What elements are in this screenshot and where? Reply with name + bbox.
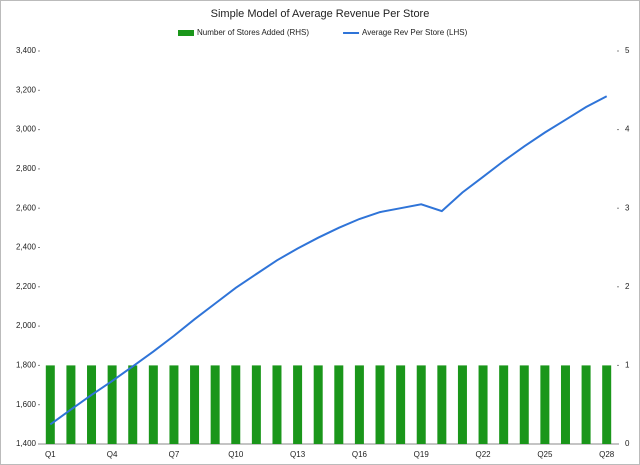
x-tick-label: Q22 [475, 450, 491, 459]
bar [499, 365, 509, 444]
y-tick-label: 2,000 [16, 321, 37, 330]
y-tick-label: 2,200 [16, 282, 37, 291]
x-tick-label: Q10 [228, 450, 244, 459]
bar [107, 365, 117, 444]
y2-tick-label: 1 [625, 361, 630, 370]
y-tick-label: 1,600 [16, 400, 37, 409]
y-tick-label: 2,600 [16, 203, 37, 212]
bar [540, 365, 550, 444]
bar [375, 365, 385, 444]
bar [581, 365, 591, 444]
y-tick-label: 2,800 [16, 164, 37, 173]
x-tick-label: Q16 [352, 450, 368, 459]
bar [272, 365, 282, 444]
bar [128, 365, 138, 444]
bar [354, 365, 364, 444]
y-tick-label: 2,400 [16, 243, 37, 252]
x-tick-label: Q4 [107, 450, 118, 459]
bar [560, 365, 570, 444]
bar [148, 365, 158, 444]
chart-title: Simple Model of Average Revenue Per Stor… [211, 8, 430, 20]
line [49, 95, 608, 426]
bar [416, 365, 426, 444]
y2-tick-label: 0 [625, 439, 630, 448]
bar [457, 365, 467, 444]
bar [478, 365, 488, 444]
x-tick-label: Q25 [537, 450, 553, 459]
y-tick-label: 3,200 [16, 85, 37, 94]
bar [437, 365, 447, 444]
bar [210, 365, 220, 444]
y2-tick-label: 5 [625, 46, 630, 55]
bar [313, 365, 323, 444]
bar [169, 365, 179, 444]
y2-tick-label: 4 [625, 125, 630, 134]
bar [519, 365, 529, 444]
y-tick-label: 3,000 [16, 125, 37, 134]
bar [334, 365, 344, 444]
bar [396, 365, 406, 444]
bar [251, 365, 261, 444]
y2-tick-label: 2 [625, 282, 630, 291]
bar [87, 365, 97, 444]
bar [66, 365, 76, 444]
x-tick-label: Q28 [599, 450, 615, 459]
legend-swatch [178, 30, 194, 36]
x-tick-label: Q19 [414, 450, 430, 459]
legend-label: Average Rev Per Store (LHS) [362, 28, 468, 37]
y-tick-label: 1,800 [16, 361, 37, 370]
x-tick-label: Q7 [169, 450, 180, 459]
x-tick-label: Q13 [290, 450, 306, 459]
bar [602, 365, 612, 444]
y-tick-label: 1,400 [16, 439, 37, 448]
legend-label: Number of Stores Added (RHS) [197, 28, 309, 37]
y2-tick-label: 3 [625, 203, 630, 212]
y-tick-label: 3,400 [16, 46, 37, 55]
bar [45, 365, 55, 444]
bar [293, 365, 303, 444]
x-tick-label: Q1 [45, 450, 56, 459]
bar [190, 365, 200, 444]
bar [231, 365, 241, 444]
